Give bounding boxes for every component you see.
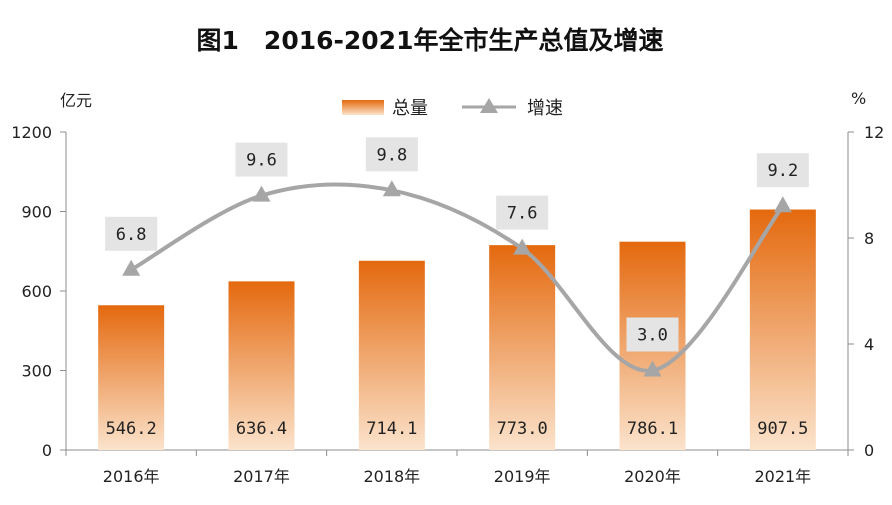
bar-value-label: 773.0 xyxy=(497,419,548,439)
growth-marker xyxy=(252,185,271,202)
right-tick-label: 0 xyxy=(864,441,874,460)
right-axis-unit: % xyxy=(851,89,866,108)
left-axis-unit: 亿元 xyxy=(60,91,92,110)
bar-value-label: 907.5 xyxy=(757,419,808,439)
growth-marker xyxy=(122,259,141,276)
growth-label-box xyxy=(105,216,158,251)
growth-marker xyxy=(382,180,401,197)
bars xyxy=(98,209,816,450)
growth-value-label: 9.8 xyxy=(376,145,407,165)
legend-bar-label: 总量 xyxy=(392,98,428,119)
growth-value-label: 6.8 xyxy=(116,225,147,245)
left-tick-label: 900 xyxy=(21,203,52,222)
growth-line xyxy=(130,182,785,373)
bar xyxy=(489,245,556,450)
legend-bar-swatch xyxy=(342,100,384,115)
bar xyxy=(749,209,816,450)
axes: 0 300 600 900 1200 0 4 8 12 2016年 2017年 2018年 2019年 2… xyxy=(11,123,884,486)
chart-title: 图1 2016-2021年全市生产总值及增速 xyxy=(197,26,664,55)
bar xyxy=(228,281,295,450)
growth-value-label: 9.6 xyxy=(246,151,277,171)
bar-value-label: 546.2 xyxy=(106,419,157,439)
left-tick-label: 300 xyxy=(21,362,52,381)
x-tick-label: 2017年 xyxy=(233,467,290,486)
growth-label-box xyxy=(756,153,809,188)
right-tick-label: 12 xyxy=(864,123,884,142)
x-tick-label: 2021年 xyxy=(754,467,811,486)
bar-value-label: 786.1 xyxy=(627,419,678,439)
growth-value-label: 3.0 xyxy=(637,326,668,346)
growth-label-box xyxy=(496,195,549,230)
growth-label-box xyxy=(235,142,288,177)
right-tick-label: 8 xyxy=(864,229,874,248)
bar-value-label: 714.1 xyxy=(366,419,417,439)
growth-marker xyxy=(643,360,662,377)
legend-line-label: 增速 xyxy=(527,98,563,119)
x-tick-label: 2016年 xyxy=(103,467,160,486)
growth-marker xyxy=(773,196,792,213)
bar-value-label: 636.4 xyxy=(236,419,287,439)
left-tick-label: 600 xyxy=(21,282,52,301)
growth-value-label: 7.6 xyxy=(507,204,538,224)
left-tick-label: 0 xyxy=(42,441,52,460)
growth-markers xyxy=(122,180,792,377)
x-tick-label: 2020年 xyxy=(624,467,681,486)
x-tick-label: 2019年 xyxy=(494,467,551,486)
growth-value-label: 9.2 xyxy=(767,161,798,181)
left-tick-label: 1200 xyxy=(11,123,52,142)
legend-line-marker xyxy=(480,98,498,113)
bar xyxy=(358,260,425,450)
growth-label-box xyxy=(365,137,418,172)
bar-labels: 546.2 636.4 714.1 773.0 786.1 907.5 xyxy=(106,419,809,439)
growth-label-box xyxy=(626,317,679,352)
growth-labels: 6.8 9.6 9.8 7.6 3.0 9.2 xyxy=(105,137,809,352)
growth-marker xyxy=(513,238,532,255)
right-tick-label: 4 xyxy=(864,335,874,354)
x-tick-label: 2018年 xyxy=(363,467,420,486)
legend: 总量 增速 xyxy=(342,98,563,119)
bar xyxy=(98,305,165,450)
